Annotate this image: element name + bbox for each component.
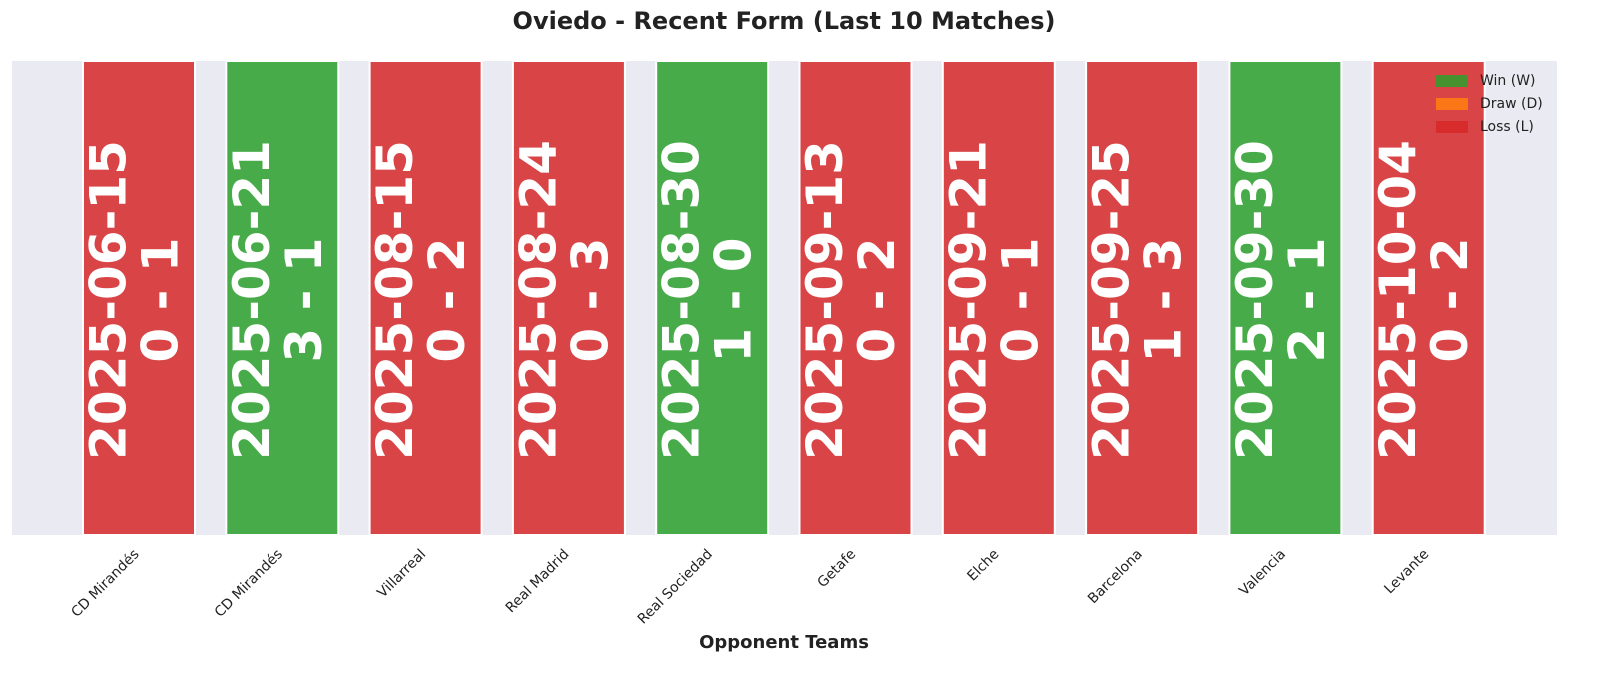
match-score: 1 - 3 xyxy=(1135,237,1193,362)
x-tick-label: Real Sociedad xyxy=(635,546,716,627)
match-date: 2025-09-25 xyxy=(1083,140,1141,460)
x-tick-label: Levante xyxy=(1381,546,1432,597)
match-score: 0 - 1 xyxy=(991,237,1049,362)
chart-title: Oviedo - Recent Form (Last 10 Matches) xyxy=(513,7,1056,35)
legend-label: Loss (L) xyxy=(1480,119,1534,135)
match-date: 2025-08-24 xyxy=(509,140,567,460)
result-bar xyxy=(798,60,913,536)
match-date: 2025-06-15 xyxy=(80,140,138,460)
match-date: 2025-09-13 xyxy=(796,140,854,460)
result-bar xyxy=(511,60,626,536)
x-tick-label: Villarreal xyxy=(374,546,429,601)
x-tick-label: Valencia xyxy=(1236,546,1289,599)
result-bar xyxy=(368,60,483,536)
result-bar xyxy=(1228,60,1343,536)
legend-label: Win (W) xyxy=(1480,73,1536,89)
match-date: 2025-10-04 xyxy=(1369,140,1427,460)
match-score: 3 - 1 xyxy=(275,237,333,362)
result-bar xyxy=(655,60,770,536)
result-bar xyxy=(1371,60,1486,536)
result-bar xyxy=(82,60,196,536)
result-bar xyxy=(1085,60,1200,536)
match-date: 2025-09-21 xyxy=(939,140,997,460)
x-tick-label: CD Mirandés xyxy=(68,546,142,620)
match-date: 2025-06-21 xyxy=(223,140,281,460)
legend-label: Draw (D) xyxy=(1480,96,1543,112)
match-date: 2025-08-15 xyxy=(366,140,424,460)
match-score: 0 - 2 xyxy=(418,237,476,362)
x-axis-label: Opponent Teams xyxy=(699,632,869,653)
result-bar xyxy=(941,60,1056,536)
result-bar xyxy=(225,60,340,536)
legend-swatch xyxy=(1436,121,1468,133)
match-score: 1 - 0 xyxy=(705,237,763,362)
match-date: 2025-08-30 xyxy=(653,140,711,460)
match-score: 0 - 1 xyxy=(132,237,190,362)
x-tick-label: Barcelona xyxy=(1085,546,1146,607)
x-tick-label: CD Mirandés xyxy=(212,546,286,620)
match-score: 0 - 2 xyxy=(848,237,906,362)
match-score: 0 - 3 xyxy=(561,237,619,362)
x-tick-label: Elche xyxy=(964,546,1002,584)
x-tick-label: Real Madrid xyxy=(503,546,573,616)
match-score: 0 - 2 xyxy=(1421,237,1479,362)
x-tick-label: Getafe xyxy=(815,546,860,591)
match-score: 2 - 1 xyxy=(1278,237,1336,362)
legend-swatch xyxy=(1436,75,1468,87)
legend-swatch xyxy=(1436,98,1468,110)
match-date: 2025-09-30 xyxy=(1226,140,1284,460)
